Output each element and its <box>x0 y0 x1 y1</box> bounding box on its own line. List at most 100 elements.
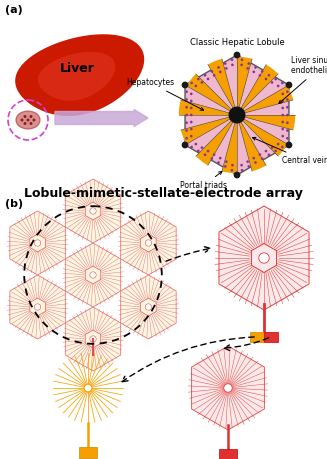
Polygon shape <box>237 65 278 115</box>
Polygon shape <box>10 275 65 339</box>
Circle shape <box>282 135 284 137</box>
Polygon shape <box>222 115 237 173</box>
Circle shape <box>277 143 280 146</box>
Circle shape <box>231 58 233 61</box>
Circle shape <box>207 78 209 80</box>
Circle shape <box>282 100 284 102</box>
Polygon shape <box>141 298 156 316</box>
Circle shape <box>231 169 233 172</box>
Circle shape <box>281 146 284 148</box>
Circle shape <box>217 66 220 69</box>
Text: Central vein: Central vein <box>252 137 327 165</box>
Circle shape <box>224 165 227 168</box>
Text: Lobule-mimetic-stellate-electrode array: Lobule-mimetic-stellate-electrode array <box>24 187 302 201</box>
Circle shape <box>286 142 292 148</box>
Bar <box>219 449 237 459</box>
Polygon shape <box>85 202 101 220</box>
Circle shape <box>265 78 267 80</box>
Polygon shape <box>185 55 289 175</box>
Bar <box>264 332 278 342</box>
Circle shape <box>219 157 222 159</box>
Circle shape <box>190 146 193 148</box>
Circle shape <box>240 164 243 167</box>
Circle shape <box>267 74 270 77</box>
Circle shape <box>259 74 261 77</box>
Circle shape <box>32 118 36 122</box>
Polygon shape <box>65 307 121 371</box>
Polygon shape <box>65 243 121 307</box>
Circle shape <box>84 384 92 392</box>
Circle shape <box>185 106 188 109</box>
Circle shape <box>281 82 284 84</box>
Circle shape <box>225 160 228 163</box>
Circle shape <box>286 98 289 101</box>
Circle shape <box>204 74 206 77</box>
Circle shape <box>204 153 206 156</box>
Circle shape <box>246 160 249 163</box>
Polygon shape <box>141 234 156 252</box>
Circle shape <box>234 172 240 178</box>
Circle shape <box>252 71 255 73</box>
Circle shape <box>231 63 234 66</box>
Bar <box>250 332 264 342</box>
Circle shape <box>185 98 188 101</box>
Circle shape <box>201 81 203 84</box>
Polygon shape <box>121 211 176 275</box>
Polygon shape <box>38 52 115 101</box>
Circle shape <box>190 135 193 137</box>
Circle shape <box>282 93 284 95</box>
Text: (b): (b) <box>5 199 23 209</box>
Circle shape <box>241 58 243 61</box>
Circle shape <box>29 122 32 125</box>
Circle shape <box>213 153 215 156</box>
Polygon shape <box>237 86 293 115</box>
Circle shape <box>213 74 215 77</box>
Polygon shape <box>196 115 237 165</box>
Circle shape <box>274 150 277 152</box>
Bar <box>79 447 97 458</box>
Circle shape <box>190 82 193 84</box>
Circle shape <box>219 71 222 73</box>
Text: Liver sinusoid
endothelial cells: Liver sinusoid endothelial cells <box>279 56 327 103</box>
Circle shape <box>211 70 213 73</box>
Polygon shape <box>10 211 65 275</box>
Circle shape <box>282 128 284 130</box>
Circle shape <box>286 106 289 109</box>
Circle shape <box>185 90 188 93</box>
Text: (a): (a) <box>5 5 23 15</box>
Circle shape <box>225 67 228 70</box>
Circle shape <box>34 240 41 246</box>
Polygon shape <box>237 115 266 171</box>
Polygon shape <box>192 346 264 430</box>
Circle shape <box>271 146 273 149</box>
Circle shape <box>21 118 24 122</box>
Circle shape <box>286 90 289 93</box>
Circle shape <box>201 146 203 149</box>
Circle shape <box>241 169 243 172</box>
Polygon shape <box>65 179 121 243</box>
Circle shape <box>190 100 193 102</box>
Polygon shape <box>251 243 277 273</box>
Text: Classic Hepatic Lobule: Classic Hepatic Lobule <box>190 38 284 47</box>
Circle shape <box>286 137 289 140</box>
Circle shape <box>261 70 264 73</box>
Circle shape <box>185 114 188 116</box>
Polygon shape <box>15 34 144 116</box>
Circle shape <box>248 165 250 168</box>
Circle shape <box>190 128 193 130</box>
Circle shape <box>286 122 289 124</box>
Circle shape <box>252 157 255 159</box>
Circle shape <box>265 150 267 152</box>
Circle shape <box>229 107 245 123</box>
Text: Liver: Liver <box>60 62 95 74</box>
Circle shape <box>34 304 41 310</box>
Polygon shape <box>30 298 45 316</box>
Polygon shape <box>85 266 101 284</box>
Circle shape <box>211 157 213 160</box>
Circle shape <box>185 129 188 132</box>
Polygon shape <box>121 275 176 339</box>
Circle shape <box>90 208 96 214</box>
Circle shape <box>282 114 284 116</box>
Circle shape <box>240 63 243 66</box>
Circle shape <box>259 253 269 263</box>
